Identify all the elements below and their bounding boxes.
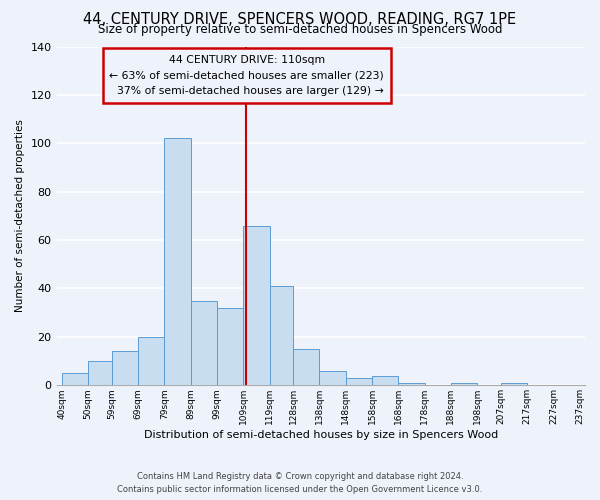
Bar: [501, 383, 527, 386]
X-axis label: Distribution of semi-detached houses by size in Spencers Wood: Distribution of semi-detached houses by …: [143, 430, 498, 440]
Bar: [293, 349, 319, 386]
Bar: [243, 226, 269, 386]
Text: 44, CENTURY DRIVE, SPENCERS WOOD, READING, RG7 1PE: 44, CENTURY DRIVE, SPENCERS WOOD, READIN…: [83, 12, 517, 28]
Bar: [88, 361, 112, 386]
Bar: [217, 308, 243, 386]
Bar: [346, 378, 372, 386]
Bar: [398, 383, 425, 386]
Bar: [319, 371, 346, 386]
Bar: [191, 300, 217, 386]
Text: Contains HM Land Registry data © Crown copyright and database right 2024.
Contai: Contains HM Land Registry data © Crown c…: [118, 472, 482, 494]
Bar: [269, 286, 293, 386]
Text: Size of property relative to semi-detached houses in Spencers Wood: Size of property relative to semi-detach…: [98, 22, 502, 36]
Y-axis label: Number of semi-detached properties: Number of semi-detached properties: [15, 120, 25, 312]
Bar: [372, 376, 398, 386]
Text: 44 CENTURY DRIVE: 110sqm
← 63% of semi-detached houses are smaller (223)
  37% o: 44 CENTURY DRIVE: 110sqm ← 63% of semi-d…: [109, 55, 384, 96]
Bar: [62, 373, 88, 386]
Bar: [451, 383, 477, 386]
Bar: [138, 337, 164, 386]
Bar: [164, 138, 191, 386]
Bar: [112, 352, 138, 386]
